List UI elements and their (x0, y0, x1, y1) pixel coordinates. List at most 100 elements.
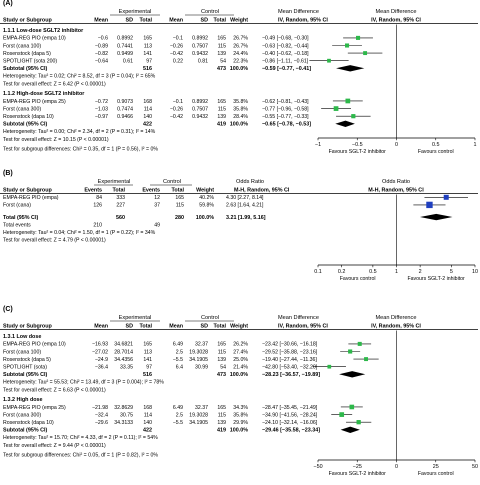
x-tick-label: 0.5 (432, 142, 440, 148)
ctrl-total: 139 (217, 114, 226, 120)
heterogeneity-text: Heterogeneity: Tau² = 0.02; Chi² = 8.52,… (3, 74, 156, 80)
study-name: Forst (cana 100) (3, 349, 41, 355)
x-tick-label: 0 (395, 464, 398, 470)
exp-total: 140 (143, 114, 152, 120)
overall-effect-text: Test for overall effect: Z = 6.63 (P < 0… (3, 387, 106, 393)
exp-sd: 28.7014 (114, 349, 133, 355)
study-name: Rosenstock (dapa 10) (3, 114, 54, 120)
exp-sd: 0.9073 (117, 99, 133, 105)
col-study: Study or Subgroup (3, 18, 53, 24)
plot-col-method: M-H, Random, 95% CI (368, 188, 424, 194)
col-events: Events (84, 188, 102, 194)
ctrl-total: 115 (176, 203, 184, 209)
study-ci: −0.77 [−0.96, −0.58] (262, 106, 309, 112)
study-ci: −24.10 [−32.14, −16.06] (262, 420, 318, 426)
total-ctrl: 280 (175, 215, 184, 221)
ctrl-total: 139 (217, 357, 226, 363)
study-ci: −19.40 [−27.44, −11.36] (262, 357, 317, 363)
study-ci: −28.47 [−35.45, −21.49] (262, 405, 318, 411)
study-ci: −42.80 [−53.40, −32.20] (262, 365, 318, 371)
study-ci: −34.90 [−41.56, −28.24] (262, 412, 318, 418)
study-marker (363, 51, 368, 56)
experimental-header: Experimental (119, 315, 152, 321)
col-study: Study or Subgroup (3, 324, 53, 330)
x-tick-label: 5 (450, 269, 453, 275)
subtotal-ci: −28.23 [−36.57, −19.89] (262, 372, 320, 378)
ctrl-sd: 19.3028 (189, 349, 208, 355)
subgroup-title: 1.1.1 Low-dose SGLT2 inhibitor (3, 28, 84, 34)
control-header: Control (201, 9, 219, 15)
ctrl-mean: −0.1 (173, 36, 183, 42)
col-total: Total (214, 18, 227, 24)
col-total: Total (140, 324, 153, 330)
exp-sd: 34.3133 (114, 420, 133, 426)
ctrl-total: 165 (175, 195, 184, 201)
x-tick-label: 10 (472, 269, 478, 275)
study-weight: 26.7% (233, 43, 248, 49)
effect-header: Odds Ratio (236, 179, 264, 185)
exp-total: 141 (143, 51, 152, 57)
ctrl-sd: 0.8992 (192, 99, 208, 105)
subtotal-ctrl-total: 473 (217, 66, 226, 72)
exp-total: 168 (143, 99, 152, 105)
exp-sd: 0.9499 (117, 51, 133, 57)
ctrl-mean: 2.5 (176, 412, 183, 418)
col-total: Total (214, 324, 227, 330)
subtotal-weight: 100.0% (230, 372, 248, 378)
subtotal-diamond (335, 120, 355, 127)
total-label: Total (95% CI) (3, 215, 38, 221)
col-mean: Mean (94, 18, 108, 24)
study-name: Forst (cana 100) (3, 43, 41, 49)
exp-total: 97 (146, 59, 152, 65)
study-marker (356, 35, 361, 40)
study-name: SPOTLIGHT (sota 200) (3, 59, 57, 65)
exp-mean: −0.6 (98, 36, 108, 42)
plot-col-method: IV, Random, 95% CI (371, 18, 421, 24)
col-method: IV, Random, 95% CI (278, 18, 328, 24)
ctrl-mean: −0.42 (170, 51, 183, 57)
study-marker (339, 412, 345, 417)
ctrl-sd: 34.1905 (189, 420, 208, 426)
exp-mean: −0.89 (95, 43, 108, 49)
col-mean: Mean (169, 18, 183, 24)
col-weight: Weight (230, 18, 248, 24)
ctrl-sd: 34.1905 (189, 357, 208, 363)
study-marker (349, 404, 355, 410)
study-weight: 26.2% (233, 342, 248, 348)
control-header: Control (201, 315, 219, 321)
col-sd: SD (126, 324, 134, 330)
study-marker (351, 114, 356, 119)
col-sd: SD (201, 324, 209, 330)
study-marker (345, 98, 351, 104)
exp-sd: 34.4356 (114, 357, 133, 363)
exp-mean: −27.02 (92, 349, 108, 355)
exp-sd: 0.7474 (117, 106, 133, 112)
subtotal-label: Subtotal (95% CI) (3, 428, 48, 434)
col-weight: Weight (230, 324, 248, 330)
study-weight: 21.4% (233, 365, 248, 371)
ctrl-sd: 0.9432 (192, 114, 208, 120)
effect-header: Mean Difference (278, 9, 319, 15)
ctrl-sd: 19.3028 (189, 412, 208, 418)
ctrl-total: 115 (218, 412, 226, 418)
ctrl-mean: 2.5 (176, 349, 183, 355)
study-weight: 28.4% (233, 114, 248, 120)
subtotal-weight: 100.0% (230, 122, 248, 128)
exp-total: 227 (116, 203, 125, 209)
exp-mean: −0.82 (95, 51, 108, 57)
exp-events: 84 (96, 195, 102, 201)
exp-total: 113 (144, 43, 152, 49)
control-header: Control (163, 179, 181, 185)
exp-sd: 0.9466 (117, 114, 133, 120)
study-weight: 27.4% (233, 349, 248, 355)
col-sd: SD (126, 18, 134, 24)
subgroup-title: 1.1.2 High-dose SGLT2 inhibitor (3, 91, 85, 97)
col-total: Total (113, 188, 126, 194)
x-tick-label: 50 (472, 464, 478, 470)
study-name: EMPA-REG PIO (empa 25) (3, 405, 66, 411)
ctrl-total: 115 (218, 43, 226, 49)
col-weight: Weight (196, 188, 214, 194)
ctrl-mean: 6.49 (173, 405, 183, 411)
x-tick-label: 1 (395, 269, 398, 275)
